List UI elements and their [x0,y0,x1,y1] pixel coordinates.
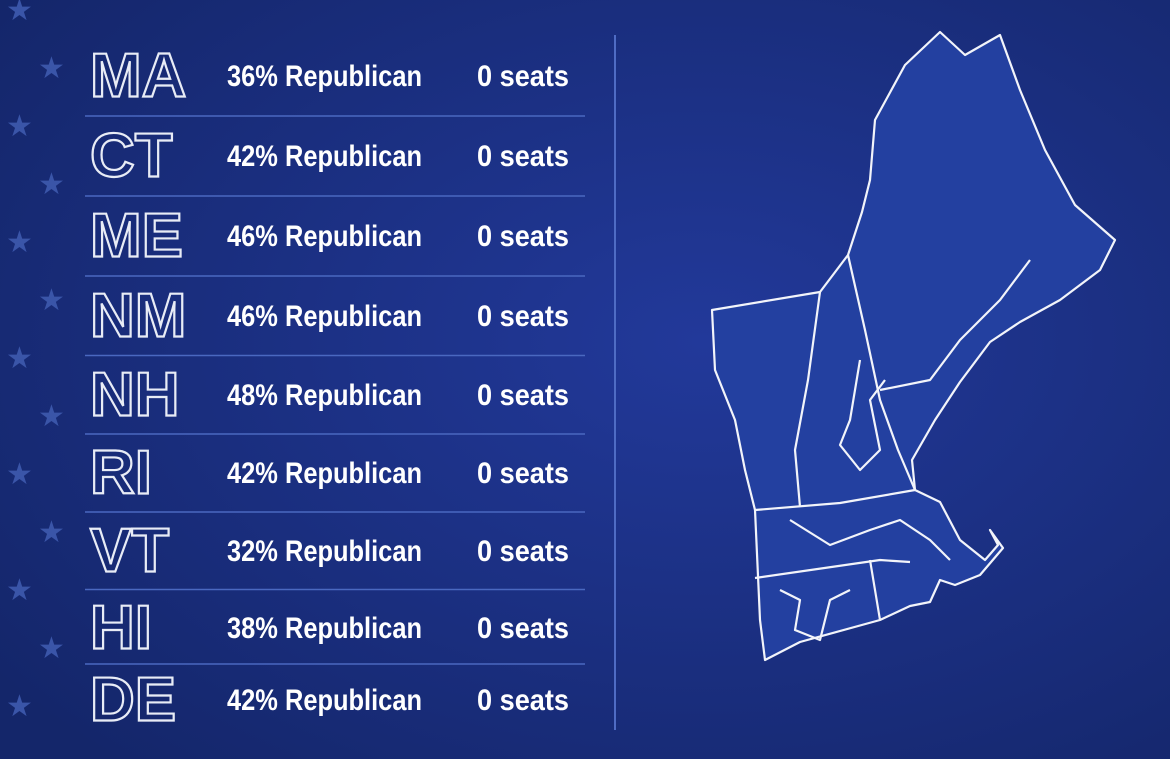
seats: 0 seats [477,379,569,412]
star: ★ [6,574,33,607]
state-border [846,254,917,491]
seats: 0 seats [477,140,569,173]
state-abbr: RI [90,438,152,507]
table: MA 36% Republican 0 seats CT 42% Republican 0… [85,40,585,735]
republican-share: 36% Republican [227,60,422,93]
district-line [779,589,851,642]
state-abbr: NH [90,360,180,429]
republican-share: 42% Republican [227,457,422,490]
star: ★ [6,226,33,259]
district-line [879,259,1031,392]
star: ★ [38,516,65,549]
state-border [754,488,916,512]
star: ★ [6,110,33,143]
star: ★ [38,632,65,665]
state-abbr: ME [90,201,183,270]
star: ★ [38,284,65,317]
star: ★ [6,342,33,375]
star: ★ [38,168,65,201]
seats: 0 seats [477,220,569,253]
region-outline [710,30,1117,662]
state-border [754,558,911,580]
seats: 0 seats [477,612,569,645]
state-abbr: VT [90,516,169,585]
state-abbr: MA [90,41,186,110]
star: ★ [38,400,65,433]
seats: 0 seats [477,457,569,490]
republican-share: 32% Republican [227,535,422,568]
star: ★ [38,52,65,85]
star: ★ [6,690,33,723]
state-border [793,291,822,508]
republican-share: 48% Republican [227,379,422,412]
star: ★ [6,0,33,27]
state-border [868,559,882,621]
seats: 0 seats [477,684,569,717]
seats: 0 seats [477,300,569,333]
new-england-map [710,30,1117,662]
state-abbr: CT [90,121,173,190]
district-line [838,359,886,472]
state-abbr: HI [90,593,152,662]
seats: 0 seats [477,535,569,568]
republican-share: 42% Republican [227,684,422,717]
state-abbr: DE [90,665,176,734]
republican-share: 42% Republican [227,140,422,173]
star-column: ★★★★★★★★★★★★★ [6,0,65,723]
state-abbr: NM [90,281,186,350]
republican-share: 46% Republican [227,220,422,253]
republican-share: 38% Republican [227,612,422,645]
district-line [789,518,951,561]
republican-share: 46% Republican [227,300,422,333]
star: ★ [6,458,33,491]
seats: 0 seats [477,60,569,93]
